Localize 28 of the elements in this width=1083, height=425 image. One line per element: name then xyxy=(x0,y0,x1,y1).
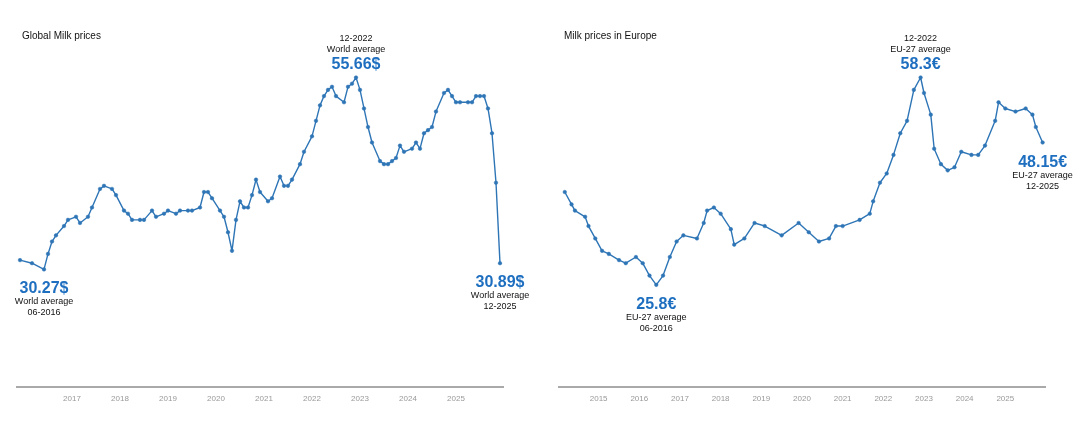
x-tick-label: 2017 xyxy=(63,393,82,403)
x-tick-label: 2018 xyxy=(111,393,130,403)
x-tick-label: 2024 xyxy=(399,393,418,403)
x-tick-label: 2018 xyxy=(711,393,731,403)
chart-title: Milk prices in Europe xyxy=(564,30,657,41)
annotation: 12-2022 World average 55.66$ xyxy=(326,32,386,72)
annotation: 30.27$ World average 06-2016 xyxy=(14,279,74,318)
annotation: 48.15€ EU-27 average 12-2025 xyxy=(1012,152,1073,191)
x-tick-label: 2015 xyxy=(589,393,609,403)
x-tick-label: 2016 xyxy=(630,393,649,403)
x-tick-label: 2021 xyxy=(833,393,853,403)
x-tick-label: 2020 xyxy=(207,393,226,403)
annotation: 12-2022 EU-27 average 58.3€ xyxy=(890,32,951,72)
x-tick-label: 2022 xyxy=(303,393,322,403)
annotation: 25.8€ EU-27 average 06-2016 xyxy=(626,294,687,333)
x-tick-label: 2019 xyxy=(159,393,178,403)
x-tick-label: 2025 xyxy=(447,393,466,403)
x-tick-label: 2020 xyxy=(793,393,812,403)
x-tick-label: 2021 xyxy=(255,393,274,403)
x-tick-label: 2025 xyxy=(996,393,1015,403)
x-tick-label: 2017 xyxy=(671,393,690,403)
annotation: 30.89$ World average 12-2025 xyxy=(470,273,530,312)
x-tick-label: 2019 xyxy=(752,393,771,403)
x-tick-label: 2023 xyxy=(351,393,370,403)
x-tick-label: 2022 xyxy=(874,393,893,403)
x-tick-label: 2024 xyxy=(955,393,975,403)
chart-title: Global Milk prices xyxy=(22,30,101,41)
x-tick-label: 2023 xyxy=(915,393,934,403)
